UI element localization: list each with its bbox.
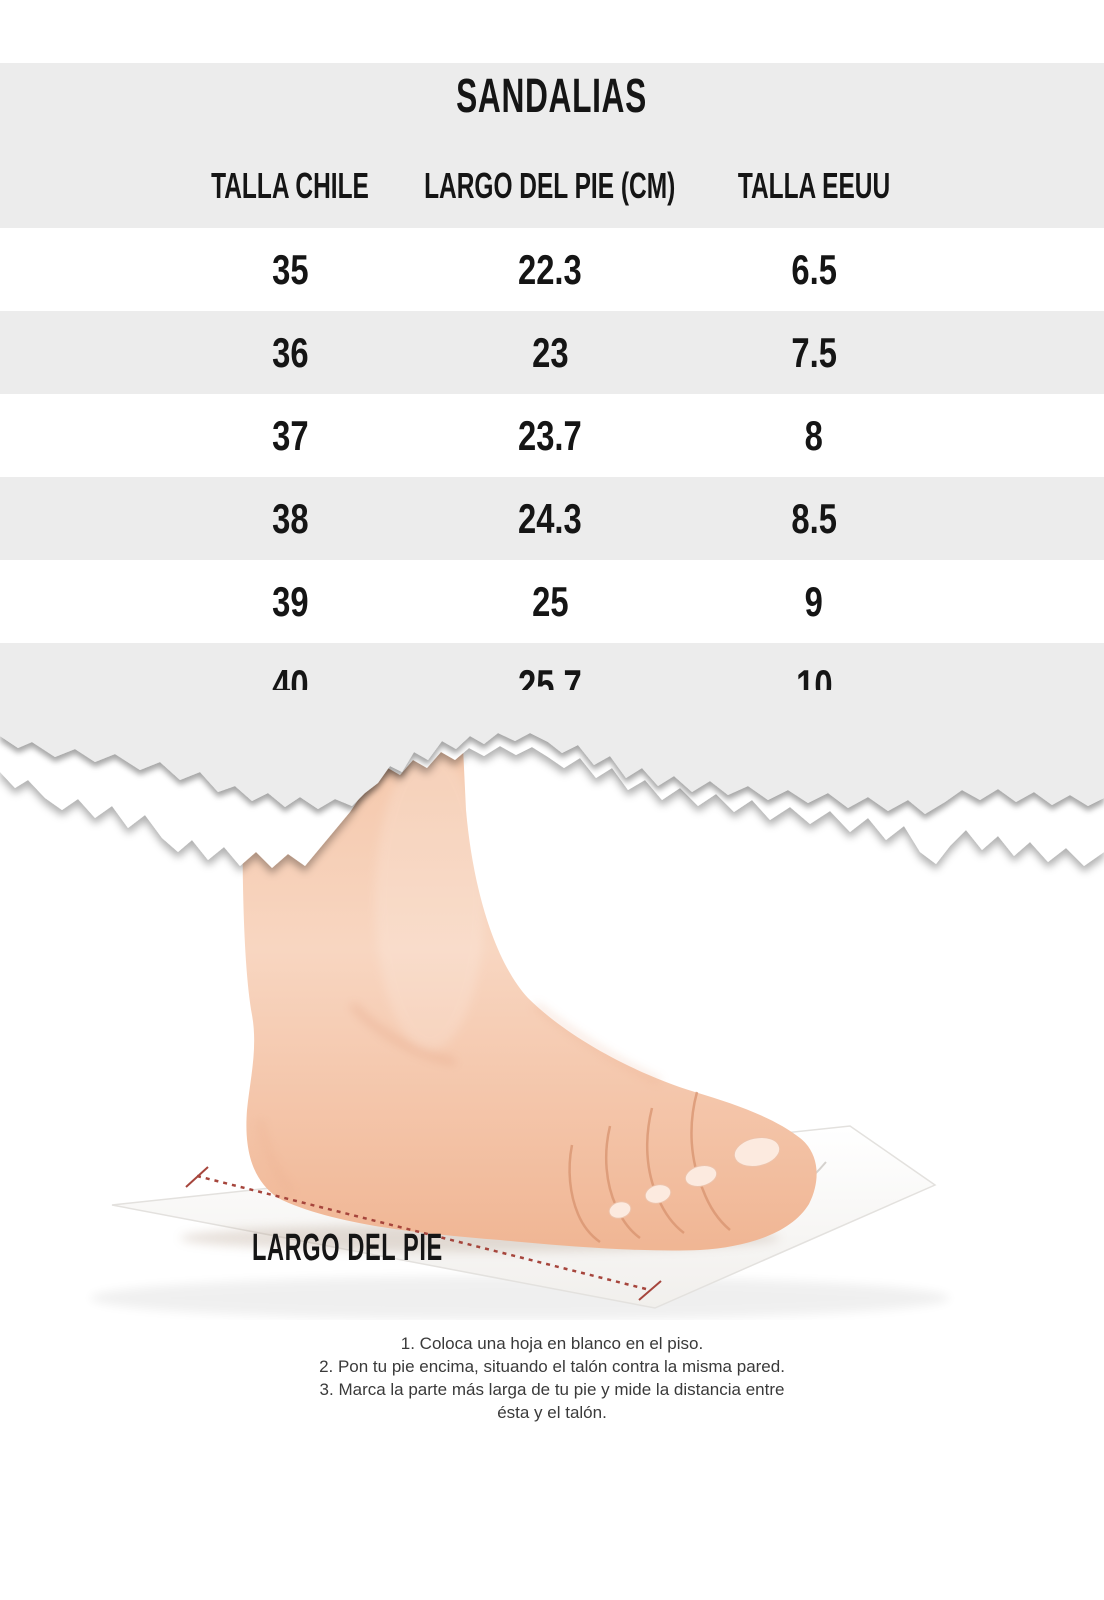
instruction-line: 1. Coloca una hoja en blanco en el piso.: [400, 1334, 704, 1353]
measure-label: LARGO DEL PIE: [252, 1227, 443, 1269]
cell-talla-chile: 35: [271, 245, 309, 293]
page-title: SANDALIAS: [0, 72, 1104, 122]
cell-largo-pie: 25: [531, 577, 569, 625]
instruction-line: 3. Marca la parte más larga de tu pie y …: [319, 1380, 785, 1399]
paper-shadow: [90, 1276, 950, 1320]
torn-gray-edge: [0, 690, 1104, 814]
cell-talla-eeuu: 8.5: [791, 494, 837, 542]
instruction-line: 2. Pon tu pie encima, situando el talón …: [319, 1357, 785, 1376]
shin-highlight: [375, 750, 485, 1050]
cell-largo-pie: 24.3: [518, 494, 582, 542]
cell-talla-eeuu: 7.5: [791, 328, 837, 376]
torn-paper-edge: [0, 690, 1104, 868]
table-header-row: TALLA CHILE LARGO DEL PIE (CM) TALLA EEU…: [0, 160, 1104, 212]
instruction-line: ésta y el talón.: [497, 1403, 607, 1422]
table-row: 36 23 7.5: [0, 311, 1104, 394]
ankle-shading: [349, 1002, 456, 1065]
cell-talla-chile: 36: [271, 328, 309, 376]
cell-largo-pie: 23.7: [518, 411, 582, 459]
toenails: [608, 1136, 781, 1219]
heel-shading: [257, 1119, 294, 1194]
table-row: 37 23.7 8: [0, 394, 1104, 477]
cell-talla-eeuu: 9: [804, 577, 824, 625]
column-header-talla-chile: TALLA CHILE: [211, 165, 369, 206]
measure-dotted-line: [185, 1166, 662, 1301]
table-row: 35 22.3 6.5: [0, 228, 1104, 311]
cell-largo-pie: 22.3: [518, 245, 582, 293]
page-title-text: SANDALIAS: [456, 70, 648, 123]
cell-talla-chile: 37: [271, 411, 309, 459]
cell-talla-chile: 39: [271, 577, 309, 625]
foot-photo-image: [90, 726, 950, 1320]
measure-tick-start: [185, 1166, 209, 1188]
cell-largo-pie: 23: [531, 328, 569, 376]
table-row: 38 24.3 8.5: [0, 477, 1104, 560]
instep-shading: [533, 1003, 662, 1085]
cell-talla-eeuu: 6.5: [791, 245, 837, 293]
table-row: 39 25 9: [0, 560, 1104, 643]
instructions-block: 1. Coloca una hoja en blanco en el piso.…: [0, 1332, 1104, 1424]
column-header-largo-del-pie: LARGO DEL PIE (CM): [424, 165, 676, 206]
column-header-talla-eeuu: TALLA EEUU: [737, 165, 891, 206]
measure-tick-end: [638, 1280, 662, 1301]
cell-talla-chile: 38: [271, 494, 309, 542]
cell-talla-eeuu: 8: [804, 411, 824, 459]
